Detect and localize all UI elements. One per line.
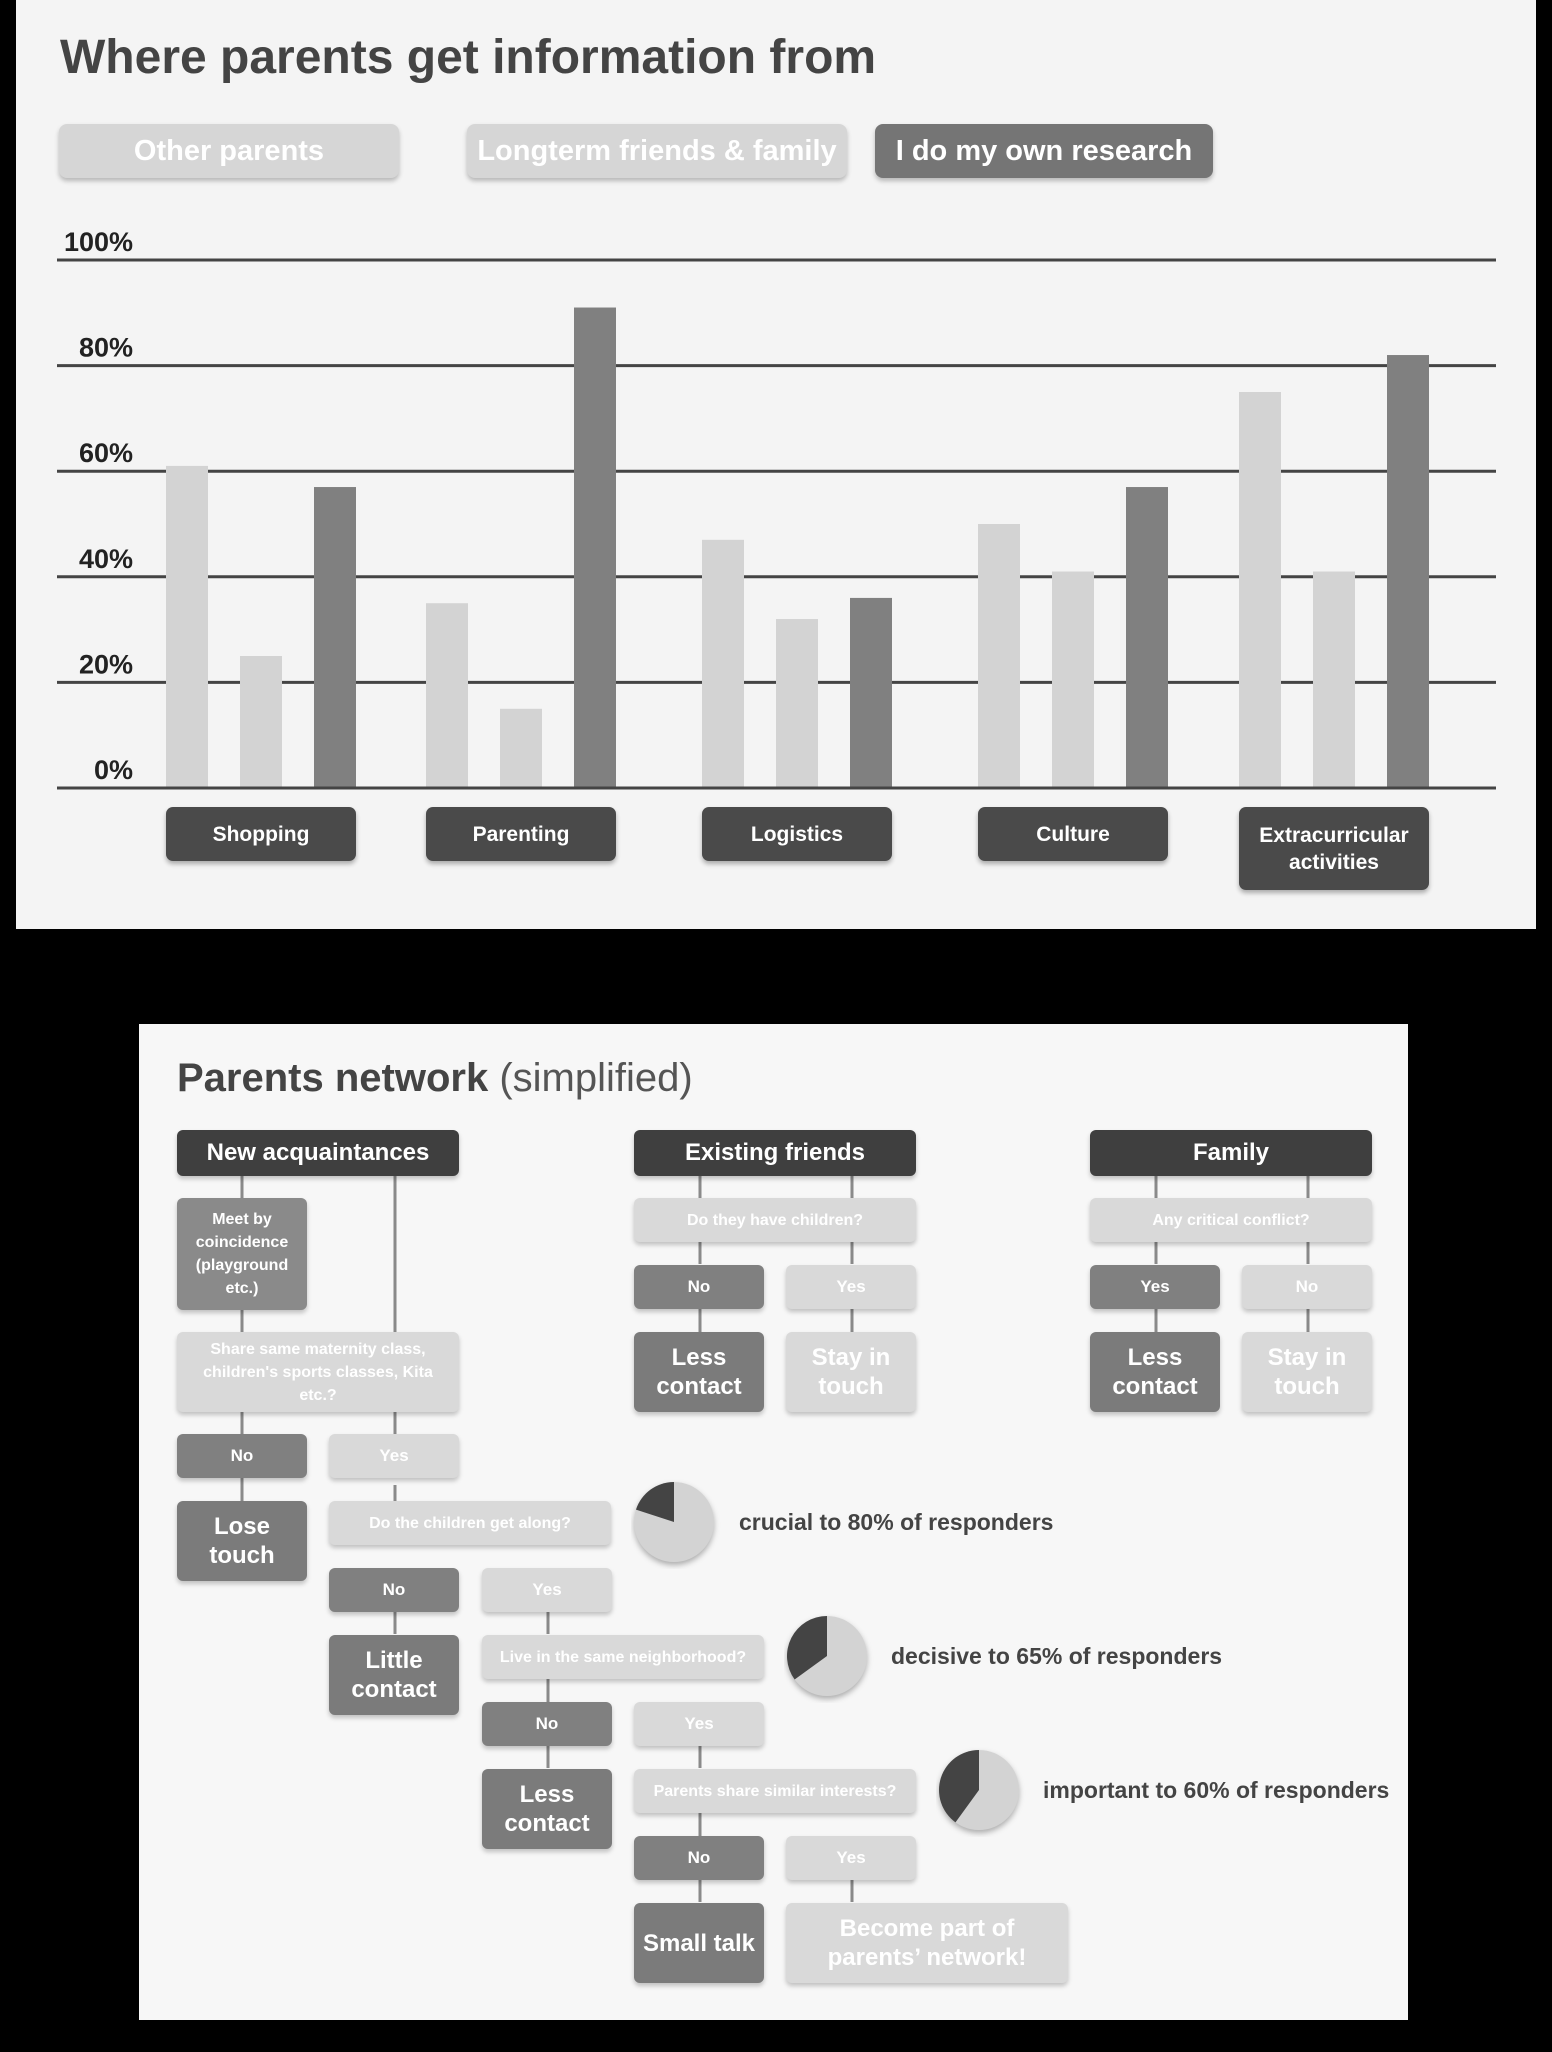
similar-interests-question: Parents share similar interests? xyxy=(634,1769,916,1813)
stat-text-65: decisive to 65% of responders xyxy=(891,1643,1223,1669)
pie-slice xyxy=(787,1616,827,1680)
pie-slice xyxy=(635,1482,674,1522)
category-label: Logistics xyxy=(702,807,892,861)
bar xyxy=(1052,571,1094,788)
meet-by-coincidence-node: Meet by coincidence (playground etc.) xyxy=(177,1198,307,1310)
small-talk-node: Small talk xyxy=(634,1903,764,1983)
pie-chart-80 xyxy=(634,1482,714,1562)
bar xyxy=(240,656,282,788)
existing-less-contact-node: Less contact xyxy=(634,1332,764,1412)
bar xyxy=(1313,571,1355,788)
family-no-node: No xyxy=(1242,1265,1372,1309)
stat-text-60: important to 60% of responders xyxy=(1043,1777,1390,1803)
along-no-node: No xyxy=(329,1568,459,1612)
bar xyxy=(166,465,208,788)
family-yes-node: Yes xyxy=(1090,1265,1220,1309)
bar xyxy=(702,539,744,788)
bar xyxy=(500,708,542,788)
bar xyxy=(978,524,1020,788)
bar xyxy=(1126,487,1168,788)
less-contact-node: Less contact xyxy=(482,1769,612,1849)
existing-yes-node: Yes xyxy=(786,1265,916,1309)
y-tick-label: 40% xyxy=(79,544,133,574)
legend-other-parents: Other parents xyxy=(59,124,399,178)
chart-panel: Where parents get information from Other… xyxy=(16,0,1536,929)
neighborhood-yes-node: Yes xyxy=(634,1702,764,1746)
existing-stay-in-touch-node: Stay in touch xyxy=(786,1332,916,1412)
share-classes-question: Share same maternity class, children's s… xyxy=(177,1332,459,1412)
children-get-along-question: Do the children get along? xyxy=(329,1501,611,1545)
stat-text-80: crucial to 80% of responders xyxy=(739,1509,1054,1535)
network-title: Parents network (simplified) xyxy=(177,1056,693,1100)
critical-conflict-question: Any critical conflict? xyxy=(1090,1198,1372,1242)
along-yes-node: Yes xyxy=(482,1568,612,1612)
y-tick-label: 0% xyxy=(94,755,133,785)
share-no-node: No xyxy=(177,1434,307,1478)
family-less-contact-node: Less contact xyxy=(1090,1332,1220,1412)
bar xyxy=(1387,355,1429,788)
become-part-node: Become part of parents’ network! xyxy=(786,1903,1068,1983)
bar xyxy=(776,619,818,788)
legend-own-research: I do my own research xyxy=(875,124,1213,178)
existing-no-node: No xyxy=(634,1265,764,1309)
bar xyxy=(426,603,468,788)
y-tick-label: 100% xyxy=(64,227,133,257)
network-panel: Parents network (simplified) xyxy=(139,1024,1408,2020)
existing-friends-header: Existing friends xyxy=(634,1130,916,1176)
lose-touch-node: Lose touch xyxy=(177,1501,307,1581)
interests-yes-node: Yes xyxy=(786,1836,916,1880)
category-label: Parenting xyxy=(426,807,616,861)
family-header: Family xyxy=(1090,1130,1372,1176)
y-tick-label: 20% xyxy=(79,649,133,679)
category-label: Extracurricular activities xyxy=(1239,807,1429,890)
neighborhood-no-node: No xyxy=(482,1702,612,1746)
new-acquaintances-header: New acquaintances xyxy=(177,1130,459,1176)
legend-longterm-friends: Longterm friends & family xyxy=(467,124,847,178)
bar xyxy=(314,487,356,788)
chart-title: Where parents get information from xyxy=(60,31,877,84)
have-children-question: Do they have children? xyxy=(634,1198,916,1242)
pie-chart-60 xyxy=(939,1750,1019,1830)
interests-no-node: No xyxy=(634,1836,764,1880)
family-stay-in-touch-node: Stay in touch xyxy=(1242,1332,1372,1412)
pie-slice xyxy=(939,1750,979,1823)
bar xyxy=(574,307,616,788)
bar xyxy=(1239,392,1281,788)
bar-chart: 0% 20% 40% 60% 80% 100% xyxy=(57,227,1496,790)
category-label: Shopping xyxy=(166,807,356,861)
bar xyxy=(850,597,892,788)
y-tick-label: 80% xyxy=(79,333,133,363)
y-tick-label: 60% xyxy=(79,438,133,468)
little-contact-node: Little contact xyxy=(329,1635,459,1715)
category-label: Culture xyxy=(978,807,1168,861)
same-neighborhood-question: Live in the same neighborhood? xyxy=(482,1635,764,1679)
pie-chart-65 xyxy=(787,1616,867,1696)
share-yes-node: Yes xyxy=(329,1434,459,1478)
